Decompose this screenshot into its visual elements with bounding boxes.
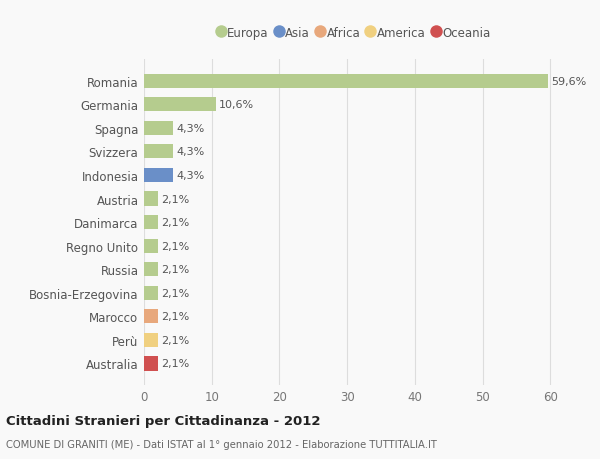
Text: 2,1%: 2,1% (161, 218, 190, 228)
Text: 2,1%: 2,1% (161, 312, 190, 322)
Text: 2,1%: 2,1% (161, 241, 190, 251)
Text: Cittadini Stranieri per Cittadinanza - 2012: Cittadini Stranieri per Cittadinanza - 2… (6, 414, 320, 428)
Text: 4,3%: 4,3% (176, 147, 205, 157)
Text: 2,1%: 2,1% (161, 335, 190, 345)
Bar (144, 192, 158, 206)
Bar (144, 239, 158, 253)
Bar (144, 333, 158, 347)
Bar (144, 216, 158, 230)
Bar (144, 168, 173, 183)
Bar (144, 122, 173, 135)
Bar (144, 145, 173, 159)
Bar (144, 286, 158, 300)
Text: 2,1%: 2,1% (161, 194, 190, 204)
Text: COMUNE DI GRANITI (ME) - Dati ISTAT al 1° gennaio 2012 - Elaborazione TUTTITALIA: COMUNE DI GRANITI (ME) - Dati ISTAT al 1… (6, 440, 437, 449)
Bar (144, 357, 158, 371)
Text: 2,1%: 2,1% (161, 288, 190, 298)
Bar (144, 74, 548, 89)
Text: 2,1%: 2,1% (161, 265, 190, 274)
Text: 2,1%: 2,1% (161, 358, 190, 369)
Text: 59,6%: 59,6% (551, 77, 586, 87)
Text: 10,6%: 10,6% (219, 100, 254, 110)
Text: 4,3%: 4,3% (176, 171, 205, 180)
Bar (144, 98, 216, 112)
Legend: Europa, Asia, Africa, America, Oceania: Europa, Asia, Africa, America, Oceania (218, 27, 490, 39)
Bar (144, 263, 158, 277)
Text: 4,3%: 4,3% (176, 123, 205, 134)
Bar (144, 310, 158, 324)
